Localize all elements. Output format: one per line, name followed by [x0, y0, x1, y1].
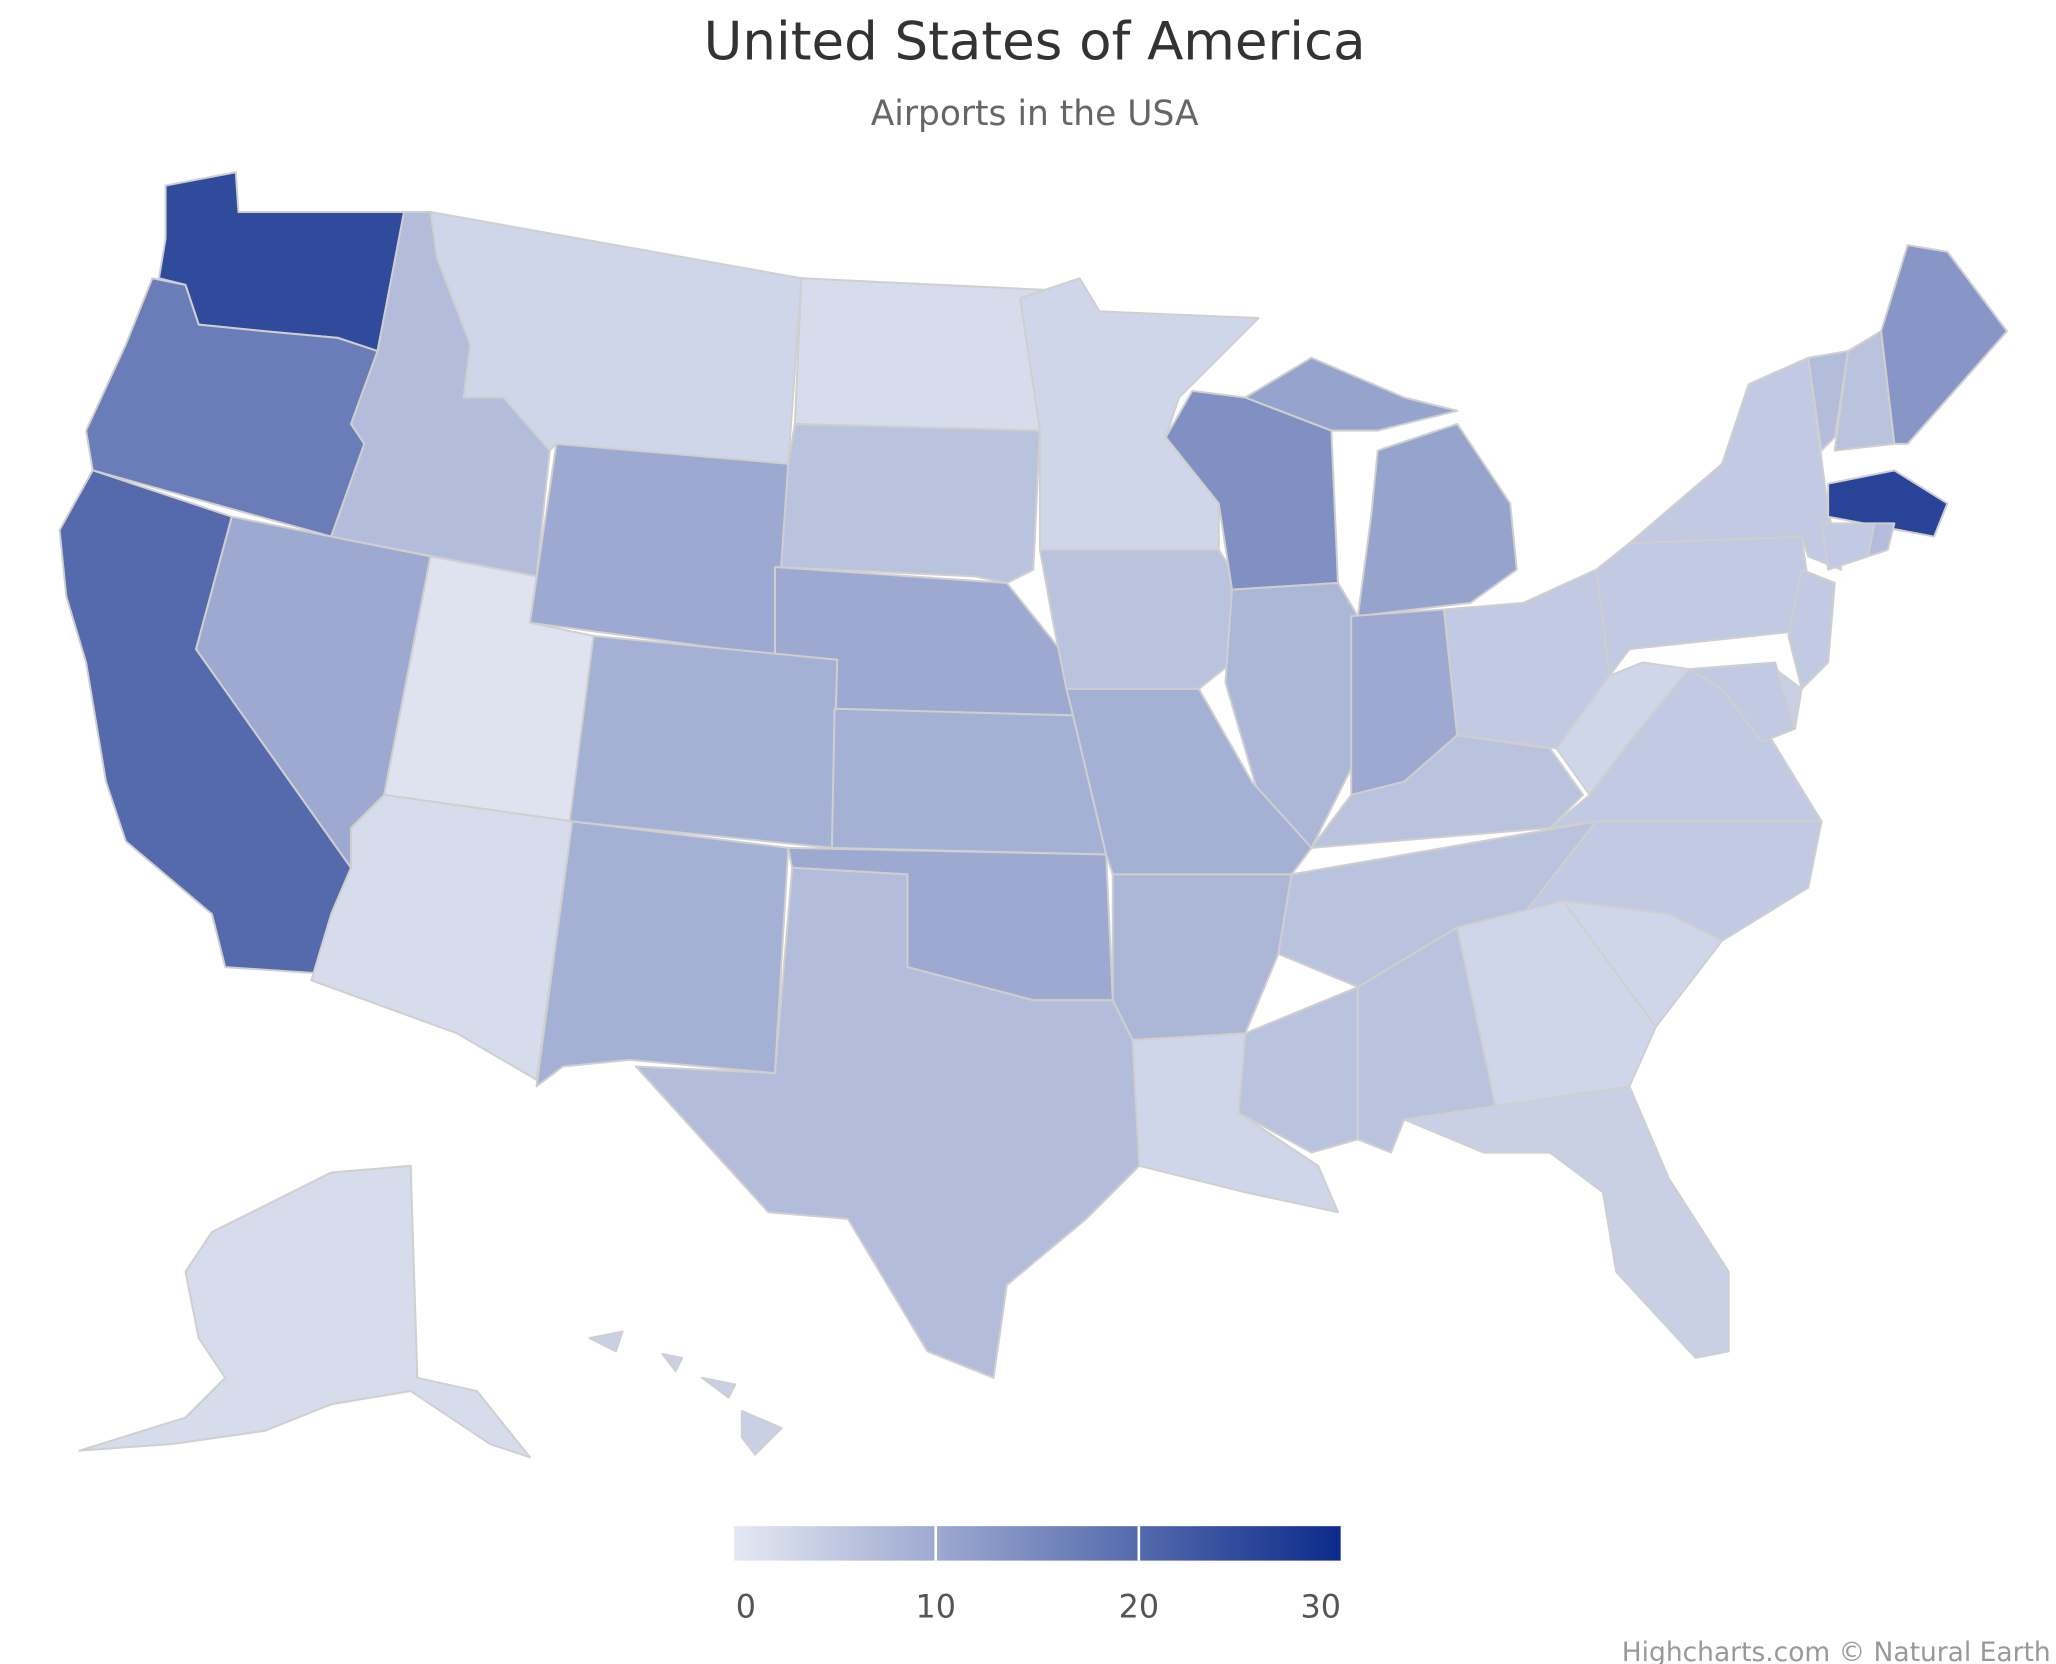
state	[1820, 522, 1876, 571]
state	[1827, 469, 1949, 538]
state	[1787, 568, 1836, 690]
state	[1237, 986, 1359, 1154]
state	[1164, 389, 1339, 591]
state	[310, 793, 574, 1081]
state	[1688, 661, 1797, 743]
state	[1456, 899, 1657, 1114]
state	[1807, 350, 1850, 452]
state	[1628, 356, 1843, 571]
state	[634, 866, 1141, 1379]
chart-title: United States of America	[704, 12, 1366, 73]
color-tick-label: 10	[915, 1588, 955, 1625]
state	[535, 820, 790, 1088]
state	[1111, 873, 1293, 1041]
state	[1244, 356, 1518, 618]
color-legend: 0 10 20 30	[731, 1526, 1344, 1625]
state	[528, 442, 790, 657]
state	[1880, 244, 2008, 445]
state	[429, 211, 803, 465]
state	[1038, 548, 1253, 690]
state	[773, 422, 1041, 584]
color-bar	[732, 1526, 1342, 1561]
state	[1595, 535, 1816, 677]
states	[58, 171, 2008, 1459]
state	[1866, 522, 1896, 558]
credits[interactable]: Highcharts.com © Natural Earth	[1622, 1637, 2051, 1664]
state	[568, 634, 839, 849]
state	[1224, 581, 1359, 849]
color-tick-label: 0	[736, 1588, 756, 1625]
color-tick-label: 30	[1301, 1588, 1341, 1625]
state	[588, 1330, 783, 1456]
chart-subtitle: Airports in the USA	[871, 94, 1199, 134]
state	[830, 707, 1108, 856]
color-tick-label: 20	[1119, 1588, 1159, 1625]
state	[1403, 1085, 1730, 1359]
state	[78, 1164, 531, 1459]
